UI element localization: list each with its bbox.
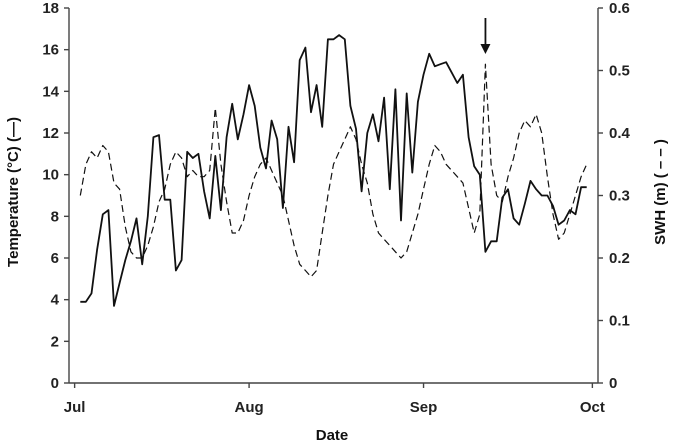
right-y-tick-label: 0.2 bbox=[609, 250, 630, 267]
left-y-ticks: 0 2 4 6 8 10 12 14 16 18 bbox=[42, 0, 69, 392]
temperature-series-line bbox=[80, 34, 587, 307]
left-y-tick-label: 8 bbox=[51, 208, 59, 225]
x-tick-label: Aug bbox=[234, 399, 263, 416]
x-ticks: Jul Aug Sep Oct bbox=[64, 383, 605, 416]
x-tick-label: Oct bbox=[580, 399, 605, 416]
left-y-tick-label: 0 bbox=[51, 375, 59, 392]
right-y-tick-label: 0.6 bbox=[609, 0, 630, 17]
right-y-tick-label: 0.1 bbox=[609, 313, 630, 330]
right-y-tick-label: 0.5 bbox=[609, 63, 630, 80]
left-y-tick-label: 10 bbox=[42, 167, 59, 184]
x-tick-label: Sep bbox=[410, 399, 438, 416]
annotation-layer bbox=[480, 18, 491, 54]
left-y-tick-label: 14 bbox=[42, 83, 59, 100]
arrow-head-icon bbox=[480, 44, 491, 54]
right-y-tick-label: 0.4 bbox=[609, 125, 631, 142]
right-y-axis-title: SWH (m) ( – – ) bbox=[652, 139, 669, 245]
left-y-axis-title: Temperature (°C) (—) bbox=[5, 117, 22, 267]
right-y-tick-label: 0 bbox=[609, 375, 617, 392]
x-axis-title: Date bbox=[316, 427, 349, 444]
right-y-ticks: 0 0.1 0.2 0.3 0.4 0.5 0.6 bbox=[598, 0, 631, 392]
right-y-tick-label: 0.3 bbox=[609, 188, 630, 205]
left-y-tick-label: 18 bbox=[42, 0, 59, 17]
series-layer bbox=[79, 34, 588, 307]
left-y-tick-label: 6 bbox=[51, 250, 59, 267]
left-y-tick-label: 16 bbox=[42, 42, 59, 59]
left-y-tick-label: 2 bbox=[51, 333, 59, 350]
left-y-tick-label: 4 bbox=[51, 292, 60, 309]
x-tick-label: Jul bbox=[64, 399, 86, 416]
axes bbox=[68, 8, 599, 384]
swh-series-line bbox=[79, 63, 588, 278]
left-y-tick-label: 12 bbox=[42, 125, 59, 142]
